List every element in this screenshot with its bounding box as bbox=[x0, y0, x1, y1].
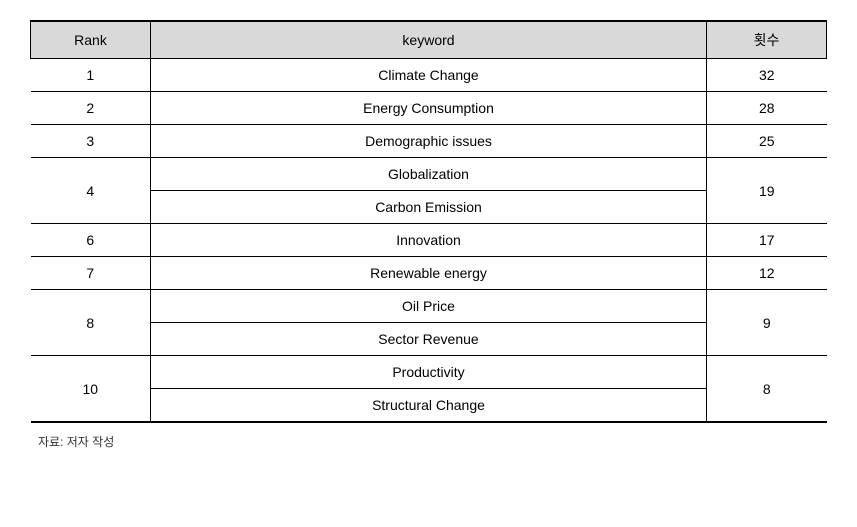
count-cell: 19 bbox=[707, 158, 827, 224]
table-row: 3Demographic issues25 bbox=[31, 125, 827, 158]
count-cell: 9 bbox=[707, 290, 827, 356]
header-rank: Rank bbox=[31, 21, 151, 59]
table-row: 7Renewable energy12 bbox=[31, 257, 827, 290]
keyword-ranking-table: Rank keyword 횟수 1Climate Change322Energy… bbox=[30, 20, 827, 423]
keyword-cell: Productivity bbox=[151, 356, 707, 389]
rank-cell: 8 bbox=[31, 290, 151, 356]
keyword-cell: Sector Revenue bbox=[151, 323, 707, 356]
keyword-cell: Renewable energy bbox=[151, 257, 707, 290]
table-row: 10Productivity8 bbox=[31, 356, 827, 389]
table-row: 1Climate Change32 bbox=[31, 59, 827, 92]
count-cell: 17 bbox=[707, 224, 827, 257]
count-cell: 12 bbox=[707, 257, 827, 290]
keyword-cell: Structural Change bbox=[151, 389, 707, 423]
rank-cell: 4 bbox=[31, 158, 151, 224]
table-row: 6Innovation17 bbox=[31, 224, 827, 257]
keyword-cell: Oil Price bbox=[151, 290, 707, 323]
keyword-cell: Innovation bbox=[151, 224, 707, 257]
table-row: 8Oil Price9 bbox=[31, 290, 827, 323]
keyword-cell: Demographic issues bbox=[151, 125, 707, 158]
count-cell: 8 bbox=[707, 356, 827, 423]
keyword-cell: Globalization bbox=[151, 158, 707, 191]
count-cell: 28 bbox=[707, 92, 827, 125]
rank-cell: 6 bbox=[31, 224, 151, 257]
header-count: 횟수 bbox=[707, 21, 827, 59]
rank-cell: 3 bbox=[31, 125, 151, 158]
keyword-cell: Carbon Emission bbox=[151, 191, 707, 224]
count-cell: 32 bbox=[707, 59, 827, 92]
rank-cell: 10 bbox=[31, 356, 151, 423]
rank-cell: 2 bbox=[31, 92, 151, 125]
rank-cell: 1 bbox=[31, 59, 151, 92]
keyword-cell: Climate Change bbox=[151, 59, 707, 92]
count-cell: 25 bbox=[707, 125, 827, 158]
table-row: 4Globalization19 bbox=[31, 158, 827, 191]
keyword-cell: Energy Consumption bbox=[151, 92, 707, 125]
source-note: 자료: 저자 작성 bbox=[30, 433, 827, 450]
table-row: 2Energy Consumption28 bbox=[31, 92, 827, 125]
rank-cell: 7 bbox=[31, 257, 151, 290]
header-keyword: keyword bbox=[151, 21, 707, 59]
table-header-row: Rank keyword 횟수 bbox=[31, 21, 827, 59]
